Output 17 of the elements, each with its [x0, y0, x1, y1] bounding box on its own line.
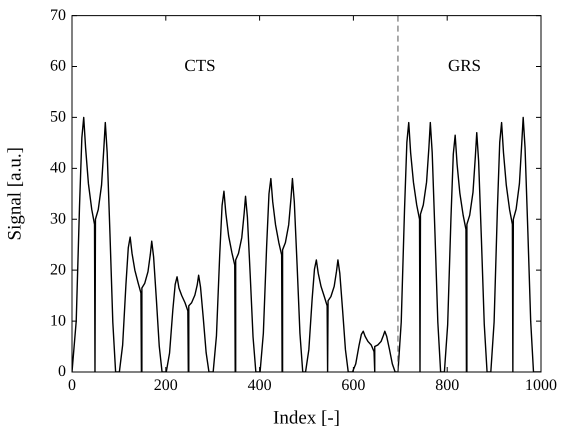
x-tick-label: 1000 — [525, 376, 557, 394]
y-tick-label: 20 — [50, 261, 66, 278]
x-tick-label: 800 — [435, 376, 460, 394]
y-tick-label: 0 — [58, 363, 66, 380]
y-tick-label: 40 — [50, 160, 66, 177]
annotation: GRS — [448, 56, 482, 76]
annotation: CTS — [184, 56, 216, 76]
x-tick-label: 600 — [341, 376, 366, 394]
y-tick-label: 30 — [50, 210, 66, 228]
y-tick-label: 50 — [50, 108, 66, 126]
x-tick-label: 200 — [154, 376, 178, 394]
y-tick-label: 70 — [50, 6, 66, 24]
y-axis-title: Signal [a.u.] — [4, 147, 26, 241]
x-tick-label: 400 — [248, 376, 272, 394]
y-tick-label: 10 — [50, 312, 66, 330]
x-axis-title: Index [-] — [273, 408, 340, 429]
y-tick-label: 60 — [50, 58, 66, 75]
